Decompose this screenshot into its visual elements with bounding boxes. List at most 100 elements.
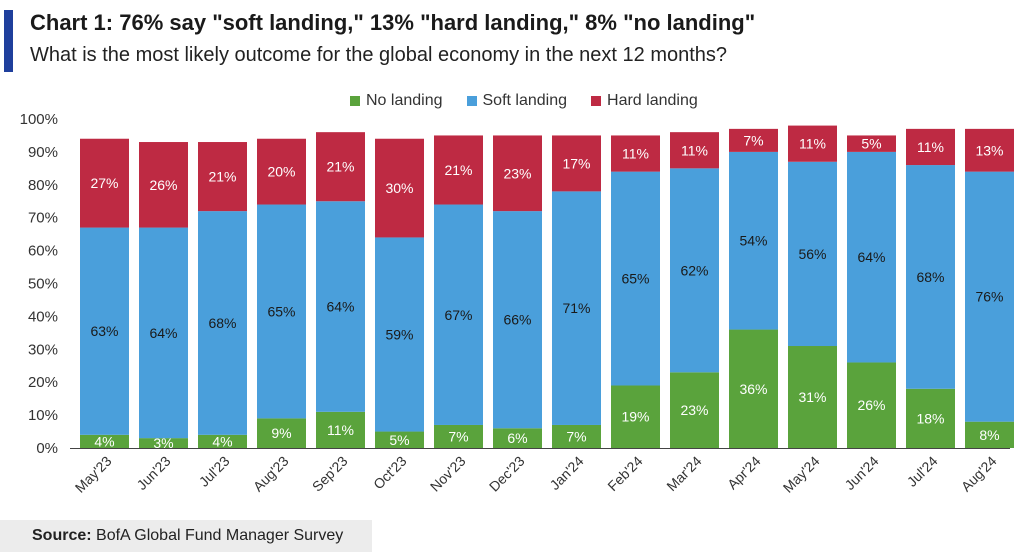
bar-segment-no-landing: [257, 418, 306, 448]
source-text: BofA Global Fund Manager Survey: [96, 527, 344, 544]
x-tick-label: Apr'24: [724, 453, 764, 493]
data-label-soft-landing: 68%: [916, 269, 944, 285]
x-tick-label: Nov'23: [427, 453, 469, 495]
x-tick-label: Aug'23: [250, 453, 292, 495]
x-tick-label: Sep'23: [309, 453, 351, 495]
legend-swatch-hard-landing: [591, 96, 602, 106]
data-label-hard-landing: 7%: [743, 132, 763, 148]
bar-segment-soft-landing: [375, 237, 424, 432]
bar-segment-soft-landing: [257, 204, 306, 419]
bar-segment-hard-landing: [139, 142, 188, 228]
bar-segment-no-landing: [316, 411, 365, 448]
bar-segment-soft-landing: [434, 204, 483, 425]
bar-segment-hard-landing: [198, 142, 247, 212]
bar-segment-no-landing: [375, 431, 424, 448]
data-label-soft-landing: 65%: [267, 303, 295, 319]
x-tick-label: Jul'24: [904, 453, 941, 490]
y-tick-label: 10%: [28, 407, 58, 424]
data-label-no-landing: 8%: [979, 427, 999, 443]
data-label-no-landing: 23%: [680, 402, 708, 418]
bar-segment-no-landing: [611, 385, 660, 448]
y-tick-label: 20%: [28, 374, 58, 391]
bar-segment-hard-landing: [729, 128, 778, 152]
bar-segment-hard-landing: [788, 125, 837, 162]
data-label-hard-landing: 21%: [326, 159, 354, 175]
x-tick-label: Jul'23: [196, 453, 233, 490]
data-label-soft-landing: 71%: [562, 300, 590, 316]
data-label-no-landing: 11%: [327, 422, 354, 438]
data-label-soft-landing: 66%: [503, 312, 531, 328]
bar-segment-soft-landing: [198, 211, 247, 435]
x-tick-label: Jun'23: [133, 453, 173, 493]
bar-segment-no-landing: [80, 434, 129, 448]
data-label-no-landing: 26%: [857, 397, 885, 413]
x-tick-label: Jun'24: [841, 453, 881, 493]
data-label-soft-landing: 63%: [90, 323, 118, 339]
data-label-hard-landing: 21%: [444, 162, 472, 178]
bar-segment-soft-landing: [788, 161, 837, 347]
bar-segment-no-landing: [198, 434, 247, 448]
data-label-hard-landing: 11%: [622, 146, 649, 162]
data-label-hard-landing: 30%: [385, 180, 413, 196]
bar-segment-no-landing: [965, 421, 1014, 448]
y-tick-label: 60%: [28, 243, 58, 260]
chart-legend: No landing Soft landing Hard landing: [350, 92, 698, 110]
data-label-hard-landing: 13%: [975, 142, 1003, 158]
data-label-no-landing: 7%: [566, 428, 586, 444]
chart-subtitle: What is the most likely outcome for the …: [30, 44, 728, 66]
legend-label-soft-landing: Soft landing: [482, 92, 568, 109]
data-label-hard-landing: 23%: [503, 165, 531, 181]
data-label-no-landing: 31%: [798, 389, 826, 405]
bar-segment-soft-landing: [139, 227, 188, 439]
bar-segment-no-landing: [670, 372, 719, 448]
x-tick-label: Jan'24: [546, 453, 586, 493]
bar-segment-soft-landing: [965, 171, 1014, 422]
bar-segment-hard-landing: [80, 138, 129, 228]
bar-segment-no-landing: [906, 388, 955, 448]
bar-segment-no-landing: [139, 438, 188, 448]
legend-swatch-soft-landing: [466, 96, 477, 106]
data-label-soft-landing: 64%: [857, 249, 885, 265]
data-label-hard-landing: 11%: [799, 136, 826, 152]
bar-segment-hard-landing: [316, 132, 365, 202]
legend-item-no-landing: No landing: [350, 92, 443, 110]
data-label-hard-landing: 5%: [861, 136, 881, 152]
bar-segment-soft-landing: [493, 211, 542, 429]
legend-label-no-landing: No landing: [366, 92, 443, 109]
bar-segment-hard-landing: [965, 128, 1014, 172]
bar-segment-hard-landing: [375, 138, 424, 238]
x-tick-label: Dec'23: [486, 453, 528, 495]
data-label-soft-landing: 64%: [149, 325, 177, 341]
data-label-no-landing: 19%: [621, 409, 649, 425]
data-label-hard-landing: 27%: [90, 175, 118, 191]
y-tick-label: 70%: [28, 210, 58, 227]
data-label-no-landing: 5%: [389, 432, 409, 448]
data-label-no-landing: 9%: [271, 425, 291, 441]
legend-item-hard-landing: Hard landing: [591, 92, 698, 110]
x-tick-label: Feb'24: [604, 453, 645, 494]
bar-segment-hard-landing: [670, 132, 719, 169]
bar-segment-hard-landing: [434, 135, 483, 205]
y-tick-label: 50%: [28, 276, 58, 293]
data-label-soft-landing: 54%: [739, 233, 767, 249]
legend-swatch-no-landing: [350, 96, 360, 106]
data-label-soft-landing: 67%: [444, 307, 472, 323]
source-label: Source:: [32, 527, 92, 544]
title-accent-bar: [4, 10, 13, 72]
y-tick-label: 0%: [36, 440, 58, 457]
data-label-no-landing: 4%: [94, 433, 114, 449]
bar-segment-no-landing: [552, 424, 601, 448]
data-label-hard-landing: 17%: [562, 155, 590, 171]
x-tick-label: May'23: [72, 453, 115, 496]
data-label-soft-landing: 76%: [975, 289, 1003, 305]
bar-segment-soft-landing: [906, 165, 955, 389]
data-label-hard-landing: 11%: [917, 139, 944, 155]
data-label-soft-landing: 56%: [798, 246, 826, 262]
bar-segment-soft-landing: [316, 201, 365, 412]
bar-segment-soft-landing: [552, 191, 601, 425]
y-tick-label: 30%: [28, 341, 58, 358]
chart-title: Chart 1: 76% say "soft landing," 13% "ha…: [30, 10, 756, 35]
bar-segment-hard-landing: [493, 135, 542, 212]
bar-segment-hard-landing: [611, 135, 660, 172]
bar-segment-soft-landing: [670, 168, 719, 373]
